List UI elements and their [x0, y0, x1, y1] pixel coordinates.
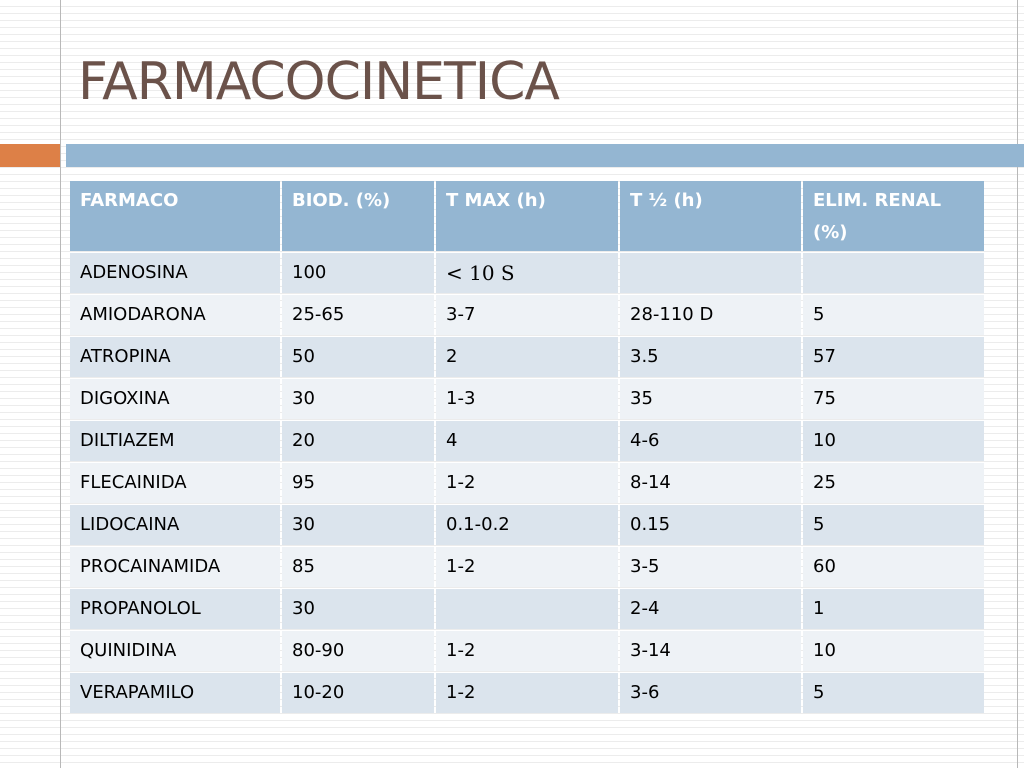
table-row: DIGOXINA 30 1-3 35 75 — [70, 379, 984, 419]
table-row: PROCAINAMIDA 85 1-2 3-5 60 — [70, 547, 984, 587]
table-row: QUINIDINA 80-90 1-2 3-14 10 — [70, 631, 984, 671]
cell-thalf: 3-6 — [620, 673, 801, 713]
cell-thalf: 3-14 — [620, 631, 801, 671]
cell-biod: 10-20 — [282, 673, 434, 713]
header-tmax: T MAX (h) — [436, 181, 618, 251]
cell-biod: 20 — [282, 421, 434, 461]
cell-farmaco: DILTIAZEM — [70, 421, 280, 461]
cell-elim-renal: 5 — [803, 505, 984, 545]
cell-farmaco: ADENOSINA — [70, 253, 280, 293]
cell-tmax: 1-3 — [436, 379, 618, 419]
header-thalf: T ½ (h) — [620, 181, 801, 251]
cell-elim-renal: 10 — [803, 421, 984, 461]
cell-tmax: 1-2 — [436, 631, 618, 671]
cell-elim-renal: 5 — [803, 673, 984, 713]
cell-thalf: 8-14 — [620, 463, 801, 503]
cell-tmax: 1-2 — [436, 547, 618, 587]
cell-biod: 30 — [282, 589, 434, 629]
orange-accent-bar — [0, 144, 60, 167]
cell-elim-renal: 75 — [803, 379, 984, 419]
table-row: ADENOSINA 100 < 10 S — [70, 253, 984, 293]
cell-biod: 30 — [282, 379, 434, 419]
header-farmaco: FARMACO — [70, 181, 280, 251]
table-row: DILTIAZEM 20 4 4-6 10 — [70, 421, 984, 461]
cell-tmax: 3-7 — [436, 295, 618, 335]
cell-biod: 25-65 — [282, 295, 434, 335]
cell-thalf: 4-6 — [620, 421, 801, 461]
cell-tmax: 0.1-0.2 — [436, 505, 618, 545]
left-vertical-rule — [60, 0, 61, 768]
header-elim-renal: ELIM. RENAL (%) — [803, 181, 984, 251]
cell-elim-renal: 25 — [803, 463, 984, 503]
cell-elim-renal: 57 — [803, 337, 984, 377]
cell-thalf: 28-110 D — [620, 295, 801, 335]
table-row: FLECAINIDA 95 1-2 8-14 25 — [70, 463, 984, 503]
cell-farmaco: PROPANOLOL — [70, 589, 280, 629]
cell-tmax: 4 — [436, 421, 618, 461]
cell-biod: 100 — [282, 253, 434, 293]
cell-thalf: 2-4 — [620, 589, 801, 629]
cell-elim-renal: 60 — [803, 547, 984, 587]
cell-elim-renal: 10 — [803, 631, 984, 671]
table-row: ATROPINA 50 2 3.5 57 — [70, 337, 984, 377]
cell-farmaco: VERAPAMILO — [70, 673, 280, 713]
cell-biod: 95 — [282, 463, 434, 503]
cell-thalf: 3-5 — [620, 547, 801, 587]
cell-farmaco: ATROPINA — [70, 337, 280, 377]
pharmacokinetics-table: FARMACO BIOD. (%) T MAX (h) T ½ (h) ELIM… — [68, 179, 986, 715]
cell-tmax: 1-2 — [436, 673, 618, 713]
cell-biod: 85 — [282, 547, 434, 587]
cell-thalf: 3.5 — [620, 337, 801, 377]
cell-elim-renal: 5 — [803, 295, 984, 335]
header-biod: BIOD. (%) — [282, 181, 434, 251]
cell-farmaco: LIDOCAINA — [70, 505, 280, 545]
cell-tmax — [436, 589, 618, 629]
table-header-row: FARMACO BIOD. (%) T MAX (h) T ½ (h) ELIM… — [70, 181, 984, 251]
cell-tmax: < 10 S — [436, 253, 618, 293]
table-row: LIDOCAINA 30 0.1-0.2 0.15 5 — [70, 505, 984, 545]
cell-farmaco: FLECAINIDA — [70, 463, 280, 503]
cell-elim-renal: 1 — [803, 589, 984, 629]
cell-farmaco: DIGOXINA — [70, 379, 280, 419]
cell-biod: 30 — [282, 505, 434, 545]
cell-tmax: 2 — [436, 337, 618, 377]
cell-biod: 50 — [282, 337, 434, 377]
cell-farmaco: PROCAINAMIDA — [70, 547, 280, 587]
table-row: AMIODARONA 25-65 3-7 28-110 D 5 — [70, 295, 984, 335]
cell-thalf — [620, 253, 801, 293]
cell-biod: 80-90 — [282, 631, 434, 671]
blue-divider-bar — [66, 144, 1024, 167]
cell-thalf: 0.15 — [620, 505, 801, 545]
cell-farmaco: AMIODARONA — [70, 295, 280, 335]
slide-title: FARMACOCINETICA — [78, 52, 560, 112]
table-row: PROPANOLOL 30 2-4 1 — [70, 589, 984, 629]
right-vertical-rule — [1017, 0, 1018, 768]
cell-farmaco: QUINIDINA — [70, 631, 280, 671]
cell-tmax: 1-2 — [436, 463, 618, 503]
cell-elim-renal — [803, 253, 984, 293]
cell-thalf: 35 — [620, 379, 801, 419]
table-row: VERAPAMILO 10-20 1-2 3-6 5 — [70, 673, 984, 713]
